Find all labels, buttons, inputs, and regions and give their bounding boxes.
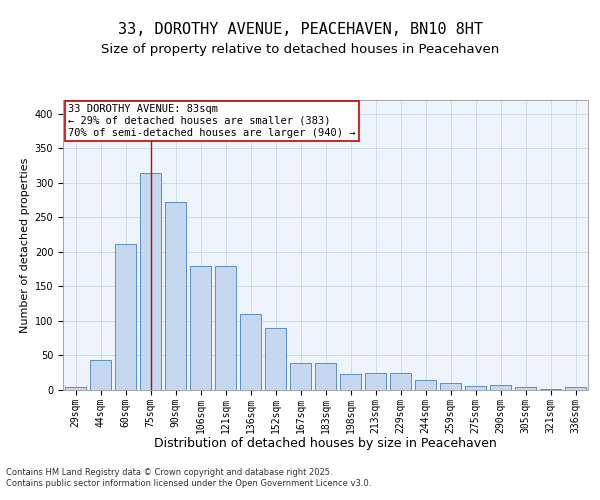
Bar <box>415 380 436 390</box>
Bar <box>190 266 211 390</box>
Text: Contains HM Land Registry data © Crown copyright and database right 2025.
Contai: Contains HM Land Registry data © Crown c… <box>6 468 371 487</box>
X-axis label: Distribution of detached houses by size in Peacehaven: Distribution of detached houses by size … <box>154 437 497 450</box>
Bar <box>315 363 336 390</box>
Bar <box>440 383 461 390</box>
Bar <box>165 202 186 390</box>
Bar <box>465 386 486 390</box>
Bar <box>265 328 286 390</box>
Bar <box>490 385 511 390</box>
Text: Size of property relative to detached houses in Peacehaven: Size of property relative to detached ho… <box>101 42 499 56</box>
Bar <box>340 374 361 390</box>
Bar <box>90 360 111 390</box>
Bar <box>540 388 561 390</box>
Bar <box>390 372 411 390</box>
Bar <box>115 244 136 390</box>
Bar <box>290 363 311 390</box>
Bar <box>565 386 586 390</box>
Text: 33, DOROTHY AVENUE, PEACEHAVEN, BN10 8HT: 33, DOROTHY AVENUE, PEACEHAVEN, BN10 8HT <box>118 22 482 38</box>
Bar <box>140 172 161 390</box>
Text: 33 DOROTHY AVENUE: 83sqm
← 29% of detached houses are smaller (383)
70% of semi-: 33 DOROTHY AVENUE: 83sqm ← 29% of detach… <box>68 104 356 138</box>
Y-axis label: Number of detached properties: Number of detached properties <box>20 158 31 332</box>
Bar <box>365 372 386 390</box>
Bar <box>515 386 536 390</box>
Bar <box>215 266 236 390</box>
Bar <box>240 314 261 390</box>
Bar <box>65 386 86 390</box>
